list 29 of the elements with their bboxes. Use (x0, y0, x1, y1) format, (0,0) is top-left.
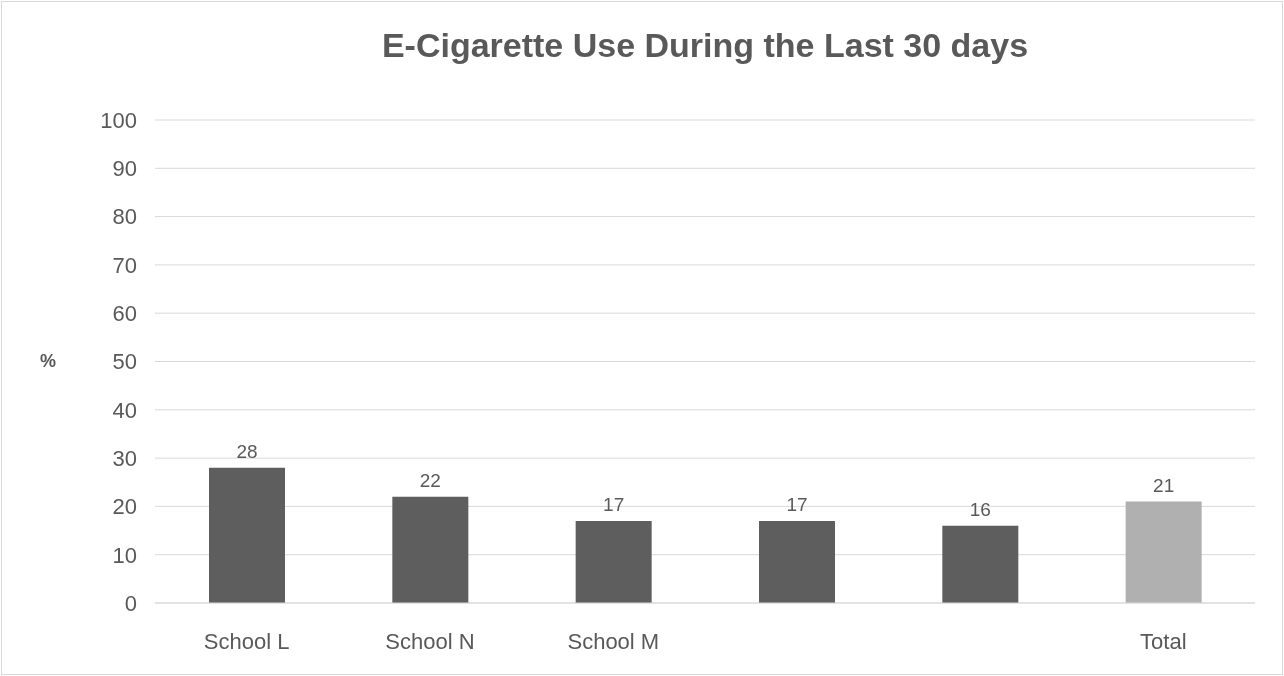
y-axis-title: % (40, 351, 57, 372)
y-tick-label: 0 (124, 590, 137, 616)
y-tick-label: 90 (112, 156, 137, 182)
data-label: 21 (1153, 474, 1175, 496)
y-tick-label: 40 (112, 397, 137, 423)
bar (942, 525, 1019, 603)
bar (759, 520, 835, 603)
x-tick-label: School L (203, 628, 290, 654)
bar (1125, 501, 1202, 603)
y-tick-label: 60 (112, 301, 137, 327)
y-tick-label: 10 (112, 542, 137, 568)
x-tick-label: School N (385, 628, 475, 654)
data-label: 17 (603, 493, 625, 515)
y-tick-label: 70 (112, 252, 137, 278)
data-label: 16 (969, 498, 991, 520)
bar (392, 496, 469, 603)
x-tick-label: School M (567, 628, 660, 654)
y-tick-label: 50 (112, 349, 137, 375)
bar (209, 467, 285, 603)
y-tick-label: 20 (112, 494, 137, 520)
y-tick-label: 100 (100, 107, 137, 133)
bar (575, 520, 652, 603)
x-tick-label: Total (1140, 628, 1187, 654)
y-tick-label: 80 (112, 204, 137, 230)
data-label: 17 (786, 493, 808, 515)
y-tick-label: 30 (112, 445, 137, 471)
chart-title: E-Cigarette Use During the Last 30 days (380, 26, 1030, 65)
data-label: 22 (419, 469, 441, 491)
data-label: 28 (236, 440, 258, 462)
